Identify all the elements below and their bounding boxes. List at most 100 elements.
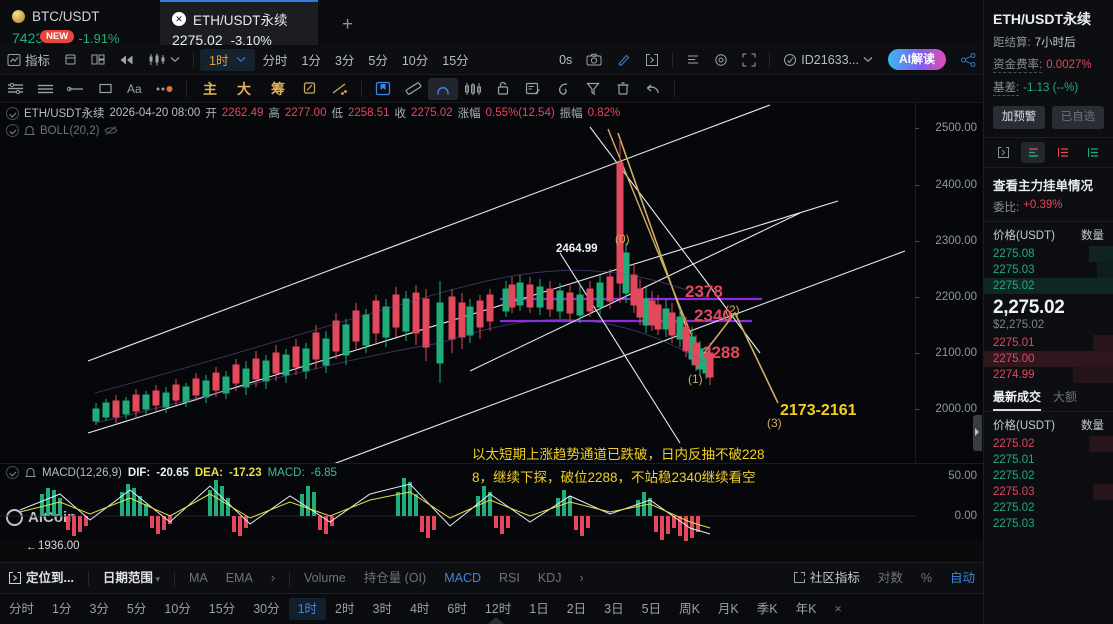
ruler-tool-button[interactable] [398, 75, 428, 103]
orderbook-row[interactable]: 2275.00 [984, 351, 1113, 367]
price-axis[interactable]: 2500.00 2400.00 2300.00 2200.00 2100.00 … [915, 103, 983, 463]
candle-type-button[interactable] [57, 45, 84, 75]
community-indicator-button[interactable] [784, 563, 808, 594]
collapse-icon[interactable] [6, 124, 19, 137]
measure-trend-button[interactable] [325, 75, 355, 103]
period-button-3[interactable]: 5分 [361, 45, 394, 75]
add-alert-button[interactable]: 加预警 [993, 106, 1045, 129]
bell-icon[interactable] [24, 125, 35, 137]
chart-style-button[interactable] [141, 45, 187, 75]
orderbook-row[interactable]: 2275.01 [984, 335, 1113, 351]
layout-button[interactable] [84, 45, 112, 75]
delete-drawings-button[interactable] [608, 75, 638, 103]
timeframe-16[interactable]: 5日 [641, 601, 662, 616]
timeframe-0[interactable]: 分时 [9, 601, 35, 616]
more-ma-button[interactable]: › [270, 570, 275, 585]
ai-analysis-button[interactable]: AI解读 [880, 45, 954, 75]
timeframe-17[interactable]: 周K [679, 601, 700, 616]
macd-panel[interactable]: MACD(12,26,9) DIF: -20.65 DEA: -17.23 MA… [0, 463, 983, 541]
collapse-icon[interactable] [6, 106, 19, 120]
macd-button[interactable]: MACD [444, 570, 481, 585]
main-force-button[interactable]: 主 [203, 80, 217, 97]
volume-button[interactable]: Volume [303, 570, 346, 585]
text-tool-button[interactable]: Aa [120, 75, 150, 103]
timeframe-14[interactable]: 2日 [566, 601, 587, 616]
orderbook-row[interactable]: 2275.03 [984, 262, 1113, 278]
collapse-icon[interactable] [6, 466, 19, 479]
period-button-5[interactable]: 15分 [435, 45, 475, 75]
filter-button[interactable] [578, 75, 608, 103]
chips-button[interactable]: 筹 [271, 80, 285, 97]
save-layout-button[interactable] [638, 45, 666, 75]
timeframe-1[interactable]: 1分 [52, 601, 72, 616]
locate-label[interactable]: 定位到... [26, 570, 74, 585]
timeframe-20[interactable]: 年K [795, 601, 817, 616]
tab-eth-usdt-perp[interactable]: ✕ ETH/USDT永续 2275.02 -3.10% [160, 0, 318, 48]
more-tools-button[interactable] [150, 75, 180, 103]
period-button-0[interactable]: 分时 [255, 45, 294, 75]
period-button-4[interactable]: 10分 [395, 45, 435, 75]
basis-label[interactable]: 基差: [993, 79, 1020, 96]
timeframe-6[interactable]: 30分 [253, 601, 280, 616]
funding-label[interactable]: 资金费率: [993, 56, 1043, 73]
timeframe-7-selected[interactable]: 1时 [288, 598, 327, 620]
bell-icon[interactable] [25, 467, 36, 479]
ma-button[interactable]: MA [188, 570, 208, 585]
timeframe-8[interactable]: 2时 [335, 601, 355, 616]
bookmark-tool-button[interactable] [368, 75, 398, 103]
open-interest-button[interactable]: 持仓量 (OI) [363, 570, 427, 585]
community-indicator-label[interactable]: 社区指标 [809, 570, 860, 585]
timeframe-15[interactable]: 3日 [604, 601, 624, 616]
share-button[interactable] [954, 45, 983, 75]
timeframe-3[interactable]: 5分 [126, 601, 147, 616]
rectangle-tool-button[interactable] [90, 75, 120, 103]
parallel-channel-tool-button[interactable] [30, 75, 60, 103]
timeframe-9[interactable]: 3时 [372, 601, 392, 616]
rsi-button[interactable]: RSI [499, 570, 520, 585]
orderbook-ask-view-button[interactable] [1052, 142, 1076, 163]
indicator-menu-button[interactable]: 指标 [0, 45, 57, 75]
ema-button[interactable]: EMA [225, 570, 253, 585]
chart-scroll-handle[interactable] [973, 415, 982, 451]
user-id-selector[interactable]: ID21633... [776, 45, 880, 75]
timeframe-5[interactable]: 15分 [208, 601, 236, 616]
period-button-2[interactable]: 3分 [328, 45, 361, 75]
maker-orders-link[interactable]: 查看主力挂单情况 [993, 179, 1094, 193]
big-order-button[interactable]: 大 [237, 80, 251, 97]
period-button-1[interactable]: 1分 [294, 45, 327, 75]
kdj-button[interactable]: KDJ [537, 570, 562, 585]
daterange-button[interactable]: 日期范围 ▾ [102, 570, 160, 585]
fullscreen-button[interactable] [735, 45, 763, 75]
orderbook-row[interactable]: 2275.02 [984, 278, 1113, 294]
screenshot-button[interactable] [579, 45, 609, 75]
tab-big-orders[interactable]: 大额 [1053, 390, 1078, 404]
list-view-button[interactable] [679, 45, 707, 75]
orderbook-row[interactable]: 2274.99 [984, 367, 1113, 383]
timeframe-19[interactable]: 季K [756, 601, 778, 616]
percent-scale-button[interactable]: % [920, 570, 932, 585]
settings-button[interactable] [707, 45, 735, 75]
panel-collapse-arrow-icon[interactable] [488, 617, 504, 624]
timeframe-18[interactable]: 月K [717, 601, 739, 616]
auto-scale-button[interactable]: 自动 [949, 570, 975, 585]
more-indicators-button[interactable]: › [579, 570, 584, 585]
orderbook-export-button[interactable] [991, 142, 1015, 163]
timeframe-13[interactable]: 1日 [529, 601, 549, 616]
log-scale-button[interactable]: 对数 [877, 570, 903, 585]
magnet-tool-button[interactable] [428, 77, 458, 100]
orderbook-both-view-button[interactable] [1021, 142, 1046, 163]
main-chart-area[interactable]: ETH/USDT永续 2026-04-20 08:00 开 2262.49 高 … [0, 103, 983, 553]
add-tab-button[interactable]: + [342, 14, 354, 35]
magnet-mode-button[interactable] [548, 75, 578, 103]
timeframe-2[interactable]: 3分 [89, 601, 109, 616]
candle-measure-button[interactable] [458, 75, 488, 103]
timeframe-10[interactable]: 4时 [409, 601, 430, 616]
lock-drawings-button[interactable] [488, 75, 518, 103]
period-selected-button[interactable]: 1时 [200, 48, 256, 71]
locate-button[interactable] [0, 563, 26, 594]
draw-tool-button[interactable] [609, 45, 638, 75]
ray-tool-button[interactable] [60, 75, 90, 103]
timeframe-4[interactable]: 10分 [164, 601, 191, 616]
close-timeframe-bar-button[interactable]: × [834, 601, 842, 616]
trendline-tool-button[interactable] [0, 75, 30, 103]
